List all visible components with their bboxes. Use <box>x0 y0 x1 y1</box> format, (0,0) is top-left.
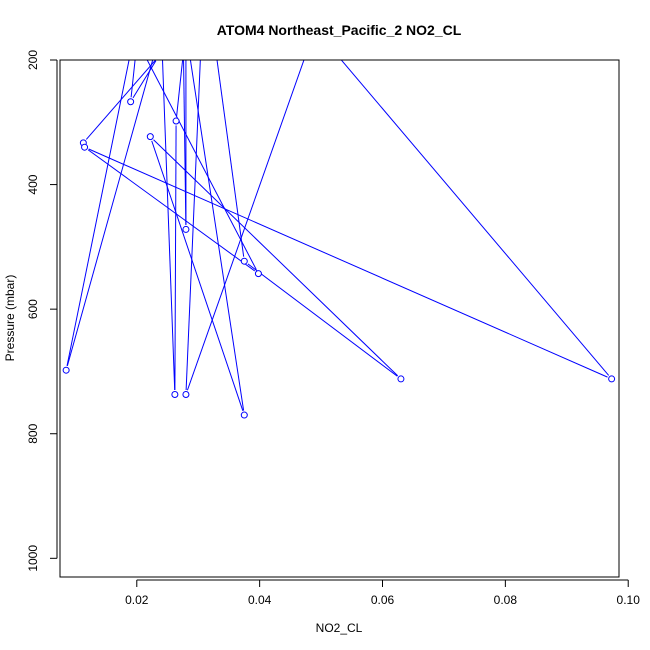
data-point <box>608 375 616 383</box>
data-point <box>182 390 190 398</box>
series-segment <box>216 60 245 257</box>
series-segment <box>146 60 257 270</box>
x-axis: 0.02 0.04 0.06 0.08 0.10 <box>125 579 641 607</box>
series-segment <box>88 148 608 378</box>
series-segment <box>87 149 256 272</box>
data-point <box>182 225 190 233</box>
data-point <box>62 366 70 374</box>
series-segment <box>176 60 184 117</box>
plot-frame <box>59 59 620 578</box>
data-point <box>171 390 179 398</box>
y-axis: 200 400 600 800 1000 <box>26 50 58 572</box>
data-point <box>397 375 405 383</box>
y-tick-label: 1000 <box>26 545 40 572</box>
y-axis-label: Pressure (mbar) <box>3 275 17 362</box>
series-segment <box>174 125 177 390</box>
plot-lines <box>66 60 610 411</box>
y-tick-label: 400 <box>26 174 40 194</box>
x-tick-label: 0.06 <box>371 593 395 607</box>
x-tick-label: 0.04 <box>248 593 272 607</box>
data-point <box>172 117 180 125</box>
x-tick-label: 0.08 <box>494 593 518 607</box>
series-segment <box>132 60 157 99</box>
y-tick-label: 600 <box>26 299 40 319</box>
x-tick-label: 0.10 <box>617 593 641 607</box>
chart-title: ATOM4 Northeast_Pacific_2 NO2_CL <box>217 22 462 38</box>
series-segment <box>151 140 244 411</box>
series-segment <box>189 60 245 411</box>
y-tick-label: 200 <box>26 50 40 70</box>
series-segment <box>247 263 398 377</box>
x-axis-label: NO2_CL <box>316 621 363 635</box>
x-tick-label: 0.02 <box>125 593 149 607</box>
data-point <box>240 257 248 265</box>
data-point <box>127 98 135 106</box>
data-point <box>81 143 89 151</box>
data-point <box>240 411 248 419</box>
series-segment <box>183 60 187 225</box>
data-point <box>254 270 262 278</box>
series-segment <box>185 60 201 391</box>
series-segment <box>186 60 305 391</box>
series-segment <box>66 60 130 366</box>
series-segment <box>66 60 154 366</box>
data-point <box>146 133 154 141</box>
y-tick-label: 800 <box>26 423 40 443</box>
series-segment <box>130 60 136 98</box>
series-segment <box>153 139 399 377</box>
plot-points <box>62 98 616 419</box>
series-segment <box>340 60 610 376</box>
